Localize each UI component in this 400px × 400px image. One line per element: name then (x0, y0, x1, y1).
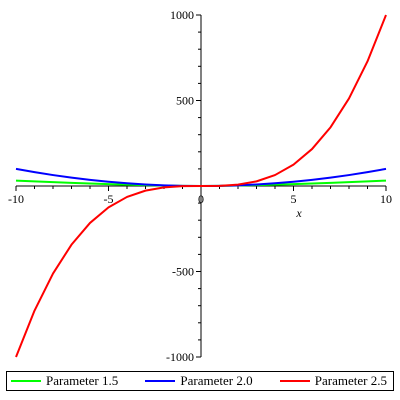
legend-item-3: Parameter 2.5 (279, 373, 387, 389)
y-tick-label: -500 (172, 265, 194, 279)
x-tick-label: -10 (8, 192, 24, 206)
y-tick-label: -1000 (166, 350, 194, 364)
tick-labels: -10 -5 0 5 10 -1000 -500 500 1000 (8, 8, 392, 364)
x-tick-label: 0 (198, 192, 204, 206)
x-tick-label: 10 (380, 192, 392, 206)
curves (15, 14, 387, 358)
series-line-3 (15, 14, 387, 358)
legend-swatch (145, 380, 176, 382)
y-tick-label: 1000 (170, 8, 194, 22)
x-tick-label: 5 (291, 192, 297, 206)
x-tick-label: -5 (104, 192, 114, 206)
legend-item-2: Parameter 2.0 (145, 373, 253, 389)
legend-label: Parameter 1.5 (46, 373, 119, 388)
legend-swatch (279, 380, 310, 382)
legend-label: Parameter 2.0 (180, 373, 253, 388)
legend-item-1: Parameter 1.5 (11, 373, 118, 389)
x-axis-label: x (295, 206, 302, 220)
y-tick-label: 500 (176, 94, 194, 108)
chart-plot-area: -10 -5 0 5 10 -1000 -500 500 1000 x (8, 8, 392, 364)
legend: Parameter 1.5 Parameter 2.0 Parameter 2.5 (6, 371, 394, 391)
legend-swatch (11, 380, 41, 382)
legend-label: Parameter 2.5 (314, 373, 387, 388)
